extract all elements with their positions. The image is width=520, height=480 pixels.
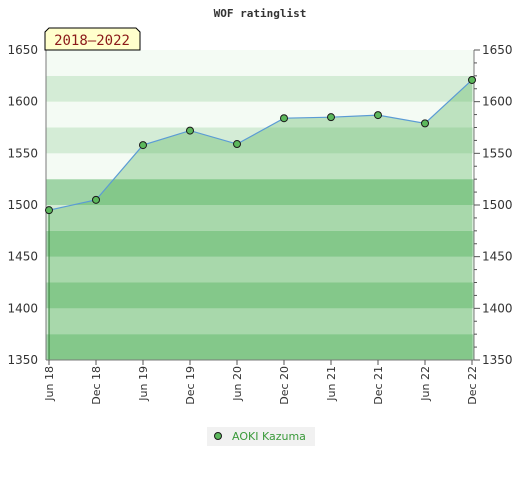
data-point[interactable] bbox=[421, 119, 429, 128]
data-point[interactable] bbox=[186, 126, 194, 135]
legend-box bbox=[207, 427, 315, 446]
x-tick-label: Jun 21 bbox=[325, 366, 338, 402]
plot-band bbox=[46, 256, 474, 283]
legend-series-name: AOKI Kazuma bbox=[232, 430, 306, 443]
y-axis-left: 1350 1400 1450 1500 1550 1600 1650 bbox=[7, 43, 47, 367]
y-tick-label-right: 1450 bbox=[482, 250, 513, 264]
data-point[interactable] bbox=[280, 114, 288, 123]
y-tick-label-left: 1450 bbox=[7, 250, 38, 264]
plot-band bbox=[46, 230, 474, 257]
x-tick-label: Dec 18 bbox=[90, 366, 103, 405]
date-range-label: 2018–2022 bbox=[54, 33, 130, 49]
y-tick-label-right: 1550 bbox=[482, 146, 513, 160]
y-tick-label-left: 1550 bbox=[7, 146, 38, 160]
x-tick-label: Dec 21 bbox=[372, 366, 385, 405]
plot-band bbox=[46, 205, 474, 231]
x-tick-label: Dec 22 bbox=[466, 366, 479, 405]
date-range-box-shape bbox=[44, 27, 141, 51]
data-point[interactable] bbox=[45, 206, 53, 215]
legend-marker bbox=[214, 432, 222, 440]
y-tick-label-right: 1650 bbox=[482, 43, 513, 57]
y-tick-label-left: 1500 bbox=[7, 198, 38, 212]
plot-band bbox=[46, 179, 474, 205]
chart-title: WOF ratinglist bbox=[214, 7, 307, 20]
plot-band bbox=[46, 334, 474, 360]
series-line-path bbox=[48, 79, 473, 211]
data-point[interactable] bbox=[327, 113, 335, 122]
plot-band bbox=[46, 75, 474, 102]
series-line bbox=[48, 79, 473, 211]
x-tick-label: Jun 22 bbox=[419, 366, 432, 402]
data-point[interactable] bbox=[92, 195, 100, 204]
x-tick-label: Jun 19 bbox=[137, 366, 150, 402]
y-tick-label-right: 1350 bbox=[482, 353, 513, 367]
data-point[interactable] bbox=[468, 75, 476, 84]
plot-band bbox=[46, 50, 474, 76]
plot-area-fill bbox=[48, 79, 472, 360]
x-tick-label: Jun 18 bbox=[43, 366, 56, 402]
plot-band bbox=[46, 101, 474, 128]
data-point[interactable] bbox=[374, 111, 382, 120]
data-point[interactable] bbox=[233, 140, 241, 149]
y-tick-label-left: 1400 bbox=[7, 301, 38, 315]
x-tick-label: Dec 19 bbox=[184, 366, 197, 405]
date-range-box: 2018–2022 bbox=[44, 27, 141, 51]
plot-band bbox=[46, 308, 474, 335]
legend[interactable]: AOKI Kazuma bbox=[207, 427, 315, 446]
series-area bbox=[49, 79, 472, 360]
data-point[interactable] bbox=[139, 141, 147, 150]
y-tick-label-right: 1400 bbox=[482, 301, 513, 315]
y-tick-label-left: 1350 bbox=[7, 353, 38, 367]
x-tick-label: Dec 20 bbox=[278, 366, 291, 405]
y-tick-label-right: 1500 bbox=[482, 198, 513, 212]
y-tick-label-right: 1600 bbox=[482, 95, 513, 109]
x-tick-label: Jun 20 bbox=[231, 366, 244, 402]
x-axis: Jun 18 Dec 18 Jun 19 Dec 19 Jun 20 Dec 20 Jun … bbox=[43, 359, 479, 405]
plot-band bbox=[46, 282, 474, 309]
series-points bbox=[45, 75, 476, 215]
y-axis-right: 1350 1400 1450 1500 1550 1600 1650 bbox=[473, 43, 513, 367]
y-tick-label-left: 1650 bbox=[7, 43, 38, 57]
plot-bands bbox=[46, 50, 474, 360]
y-tick-label-left: 1600 bbox=[7, 95, 38, 109]
